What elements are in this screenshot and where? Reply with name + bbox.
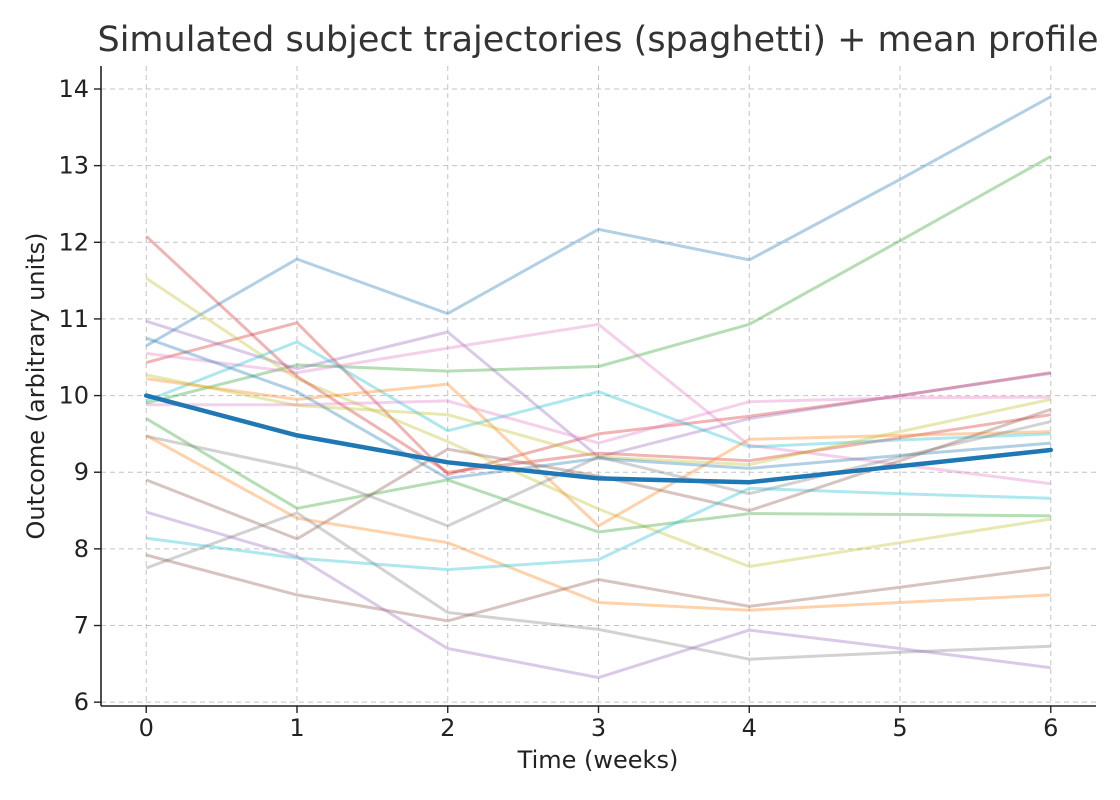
subject-trajectory-11	[145, 336, 1051, 480]
subject-trajectory-20	[145, 510, 1051, 680]
y-tick-label: 14	[58, 75, 89, 103]
x-tick-label: 4	[742, 714, 757, 742]
x-tick-label: 5	[892, 714, 907, 742]
y-tick-label: 9	[74, 458, 89, 486]
x-tick-label: 1	[289, 714, 304, 742]
subject-trajectory-1	[145, 95, 1052, 348]
subject-trajectories	[145, 95, 1052, 680]
y-tick-label: 10	[58, 382, 89, 410]
subject-trajectory-6	[145, 277, 1052, 568]
subject-trajectory-3	[145, 321, 1052, 476]
subject-trajectory-12	[146, 395, 1051, 445]
subject-trajectory-8	[145, 340, 1051, 449]
subject-trajectory-4	[145, 319, 1052, 459]
subject-trajectory-19	[145, 553, 1051, 623]
y-tick-label: 13	[58, 152, 89, 180]
subject-trajectory-9	[145, 377, 1051, 528]
y-tick-label: 6	[74, 688, 89, 716]
subject-trajectory-17	[146, 486, 1051, 572]
subject-trajectory-18	[145, 511, 1051, 661]
subject-trajectory-14	[145, 420, 1052, 528]
x-tick-label: 2	[440, 714, 455, 742]
mean-profile-line	[143, 393, 1054, 485]
subject-trajectory-15	[145, 407, 1052, 541]
y-tick-label: 7	[74, 612, 89, 640]
x-tick-label: 3	[591, 714, 606, 742]
mean-profile	[143, 393, 1054, 485]
y-axis-label: Outcome (arbitrary units)	[22, 232, 50, 539]
subject-trajectory-13	[145, 417, 1051, 534]
y-tick-label: 12	[58, 228, 89, 256]
subject-trajectory-2	[145, 155, 1052, 405]
subject-trajectory-16	[145, 434, 1051, 612]
subject-trajectory-7	[145, 235, 1052, 474]
grid	[101, 66, 1096, 706]
x-tick-label: 6	[1043, 714, 1058, 742]
y-tick-label: 11	[58, 305, 89, 333]
subject-trajectory-10	[145, 373, 1052, 467]
y-tick-label: 8	[74, 535, 89, 563]
chart-title: Simulated subject trajectories (spaghett…	[97, 20, 1098, 60]
x-axis-label: Time (weeks)	[517, 746, 679, 774]
x-tick-label: 0	[139, 714, 154, 742]
